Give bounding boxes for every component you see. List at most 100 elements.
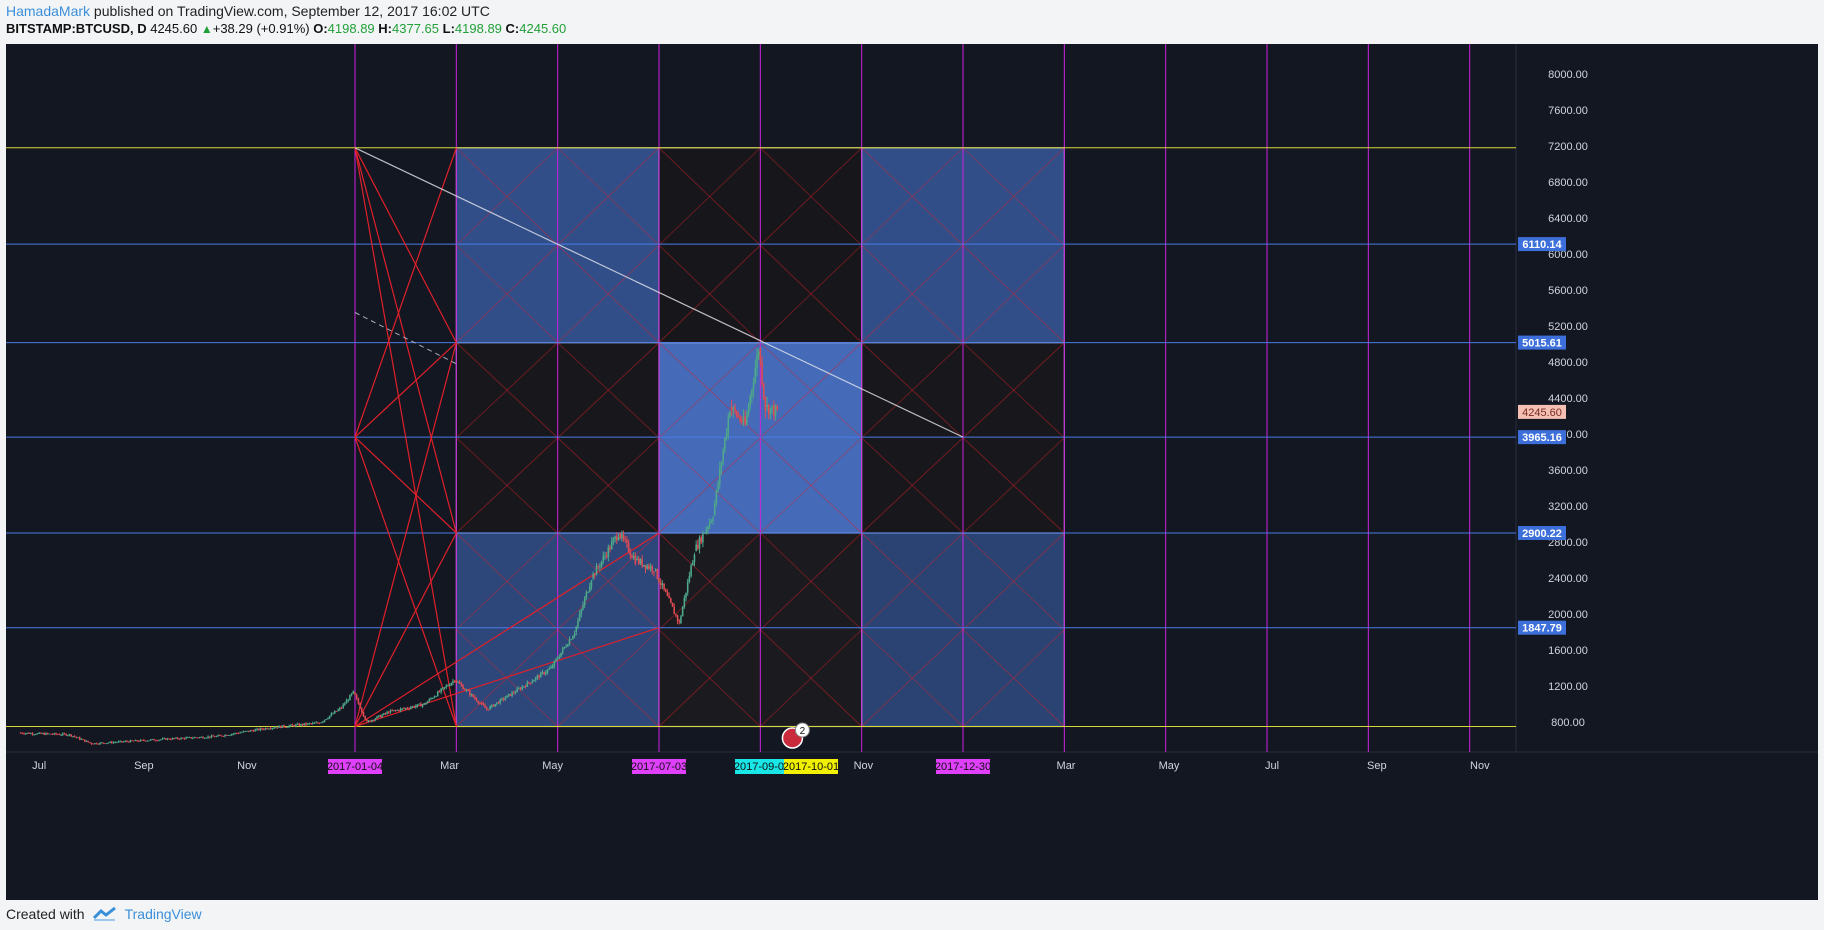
candle-body — [509, 694, 512, 696]
candle-body — [386, 712, 388, 714]
candle-body — [649, 566, 652, 569]
candle-body — [131, 740, 133, 742]
candle-body — [354, 692, 356, 695]
candle-body — [337, 709, 339, 712]
level-label-text: 5015.61 — [1522, 338, 1562, 350]
author-link[interactable]: HamadaMark — [6, 3, 91, 19]
candle-body — [734, 407, 736, 412]
candle-body — [774, 405, 777, 416]
candle-body — [756, 355, 758, 369]
candle-body — [617, 537, 620, 541]
close-value: 4245.60 — [519, 21, 567, 36]
candle-body — [159, 739, 162, 741]
candle-body — [237, 733, 240, 734]
candle-body — [722, 450, 724, 463]
candle-body — [533, 680, 535, 682]
candle-body — [121, 741, 123, 742]
date-highlight-text: 2017-10-01 — [783, 761, 839, 773]
candle-body — [171, 738, 174, 740]
candle-body — [732, 407, 735, 411]
candle-body — [615, 536, 618, 541]
candle-body — [690, 565, 692, 577]
candle-body — [776, 405, 779, 410]
candle-body — [148, 740, 150, 742]
box-diamond-edge — [658, 629, 761, 727]
candle-body — [28, 732, 30, 734]
candle-body — [77, 737, 79, 739]
candle-body — [87, 740, 89, 743]
tradingview-link[interactable]: TradingView — [124, 906, 202, 922]
time-tick-label: Nov — [854, 760, 874, 772]
candle-body — [546, 669, 549, 673]
candle-body — [693, 554, 696, 563]
candle-body — [175, 737, 177, 739]
candle-body — [366, 719, 368, 721]
candle-body — [659, 582, 662, 586]
candle-body — [286, 727, 289, 728]
event-count-badge — [794, 722, 810, 738]
candle-body — [144, 740, 147, 742]
current-price-text: 4245.60 — [1522, 407, 1562, 419]
candle-body — [592, 573, 594, 578]
candle-body — [739, 416, 741, 421]
price-tick-label: 6800.00 — [1548, 177, 1588, 189]
candle-body — [391, 710, 393, 712]
time-tick-label: Sep — [134, 760, 154, 772]
fan-line — [354, 436, 457, 534]
candle-body — [100, 742, 103, 744]
candle-body — [350, 693, 353, 696]
candle-body — [472, 694, 475, 698]
box-diamond-edge — [759, 244, 863, 343]
candle-body — [313, 722, 316, 724]
candle-body — [518, 688, 520, 690]
candle-body — [506, 695, 508, 698]
candle-body — [663, 583, 665, 590]
candle-body — [754, 368, 757, 383]
box-diamond-edge — [557, 244, 660, 343]
candle-body — [475, 698, 478, 702]
candle-body — [291, 724, 294, 726]
candle-body — [19, 732, 22, 734]
level-label-badge — [1518, 335, 1566, 350]
candle-body — [474, 697, 476, 699]
candle-body — [293, 725, 295, 727]
candle-body — [62, 733, 64, 735]
candle-body — [117, 741, 120, 743]
candle-body — [435, 696, 437, 697]
price-chart[interactable]: 800.00 1200.00 1600.00 2000.00 2400.00 2800.0… — [6, 44, 1818, 900]
candle-body — [740, 420, 743, 423]
candle-body — [151, 739, 154, 740]
high-value: 4377.65 — [392, 21, 440, 36]
close-label: C: — [505, 21, 520, 36]
candle-body — [445, 685, 447, 688]
date-highlight-badge — [784, 759, 838, 774]
candle-body — [283, 725, 285, 728]
candle-body — [279, 725, 282, 728]
candle-body — [264, 728, 267, 730]
candle-body — [232, 733, 235, 735]
chart-area[interactable]: 800.00 1200.00 1600.00 2000.00 2400.00 2800.0… — [6, 44, 1818, 900]
candle-body — [675, 613, 677, 616]
candle-body — [658, 578, 660, 583]
candle-body — [654, 568, 657, 570]
candle-body — [717, 483, 719, 491]
candle-body — [470, 694, 473, 696]
candle-body — [154, 740, 157, 742]
candle-body — [462, 685, 464, 690]
candle-body — [219, 735, 221, 737]
candle-body — [536, 675, 539, 678]
candle-body — [661, 583, 664, 586]
box-diamond-edge — [455, 629, 559, 727]
candle-body — [480, 703, 483, 705]
candle-body — [99, 742, 101, 745]
level-label-badge — [1518, 620, 1566, 635]
candle-body — [214, 736, 216, 738]
box-diamond-edge — [962, 629, 1065, 727]
candle-body — [425, 703, 427, 705]
candle-body — [744, 416, 746, 424]
candle-body — [371, 719, 373, 722]
candle-body — [438, 691, 441, 693]
candle-body — [567, 644, 569, 647]
candle-body — [187, 737, 189, 739]
candle-body — [751, 389, 753, 396]
